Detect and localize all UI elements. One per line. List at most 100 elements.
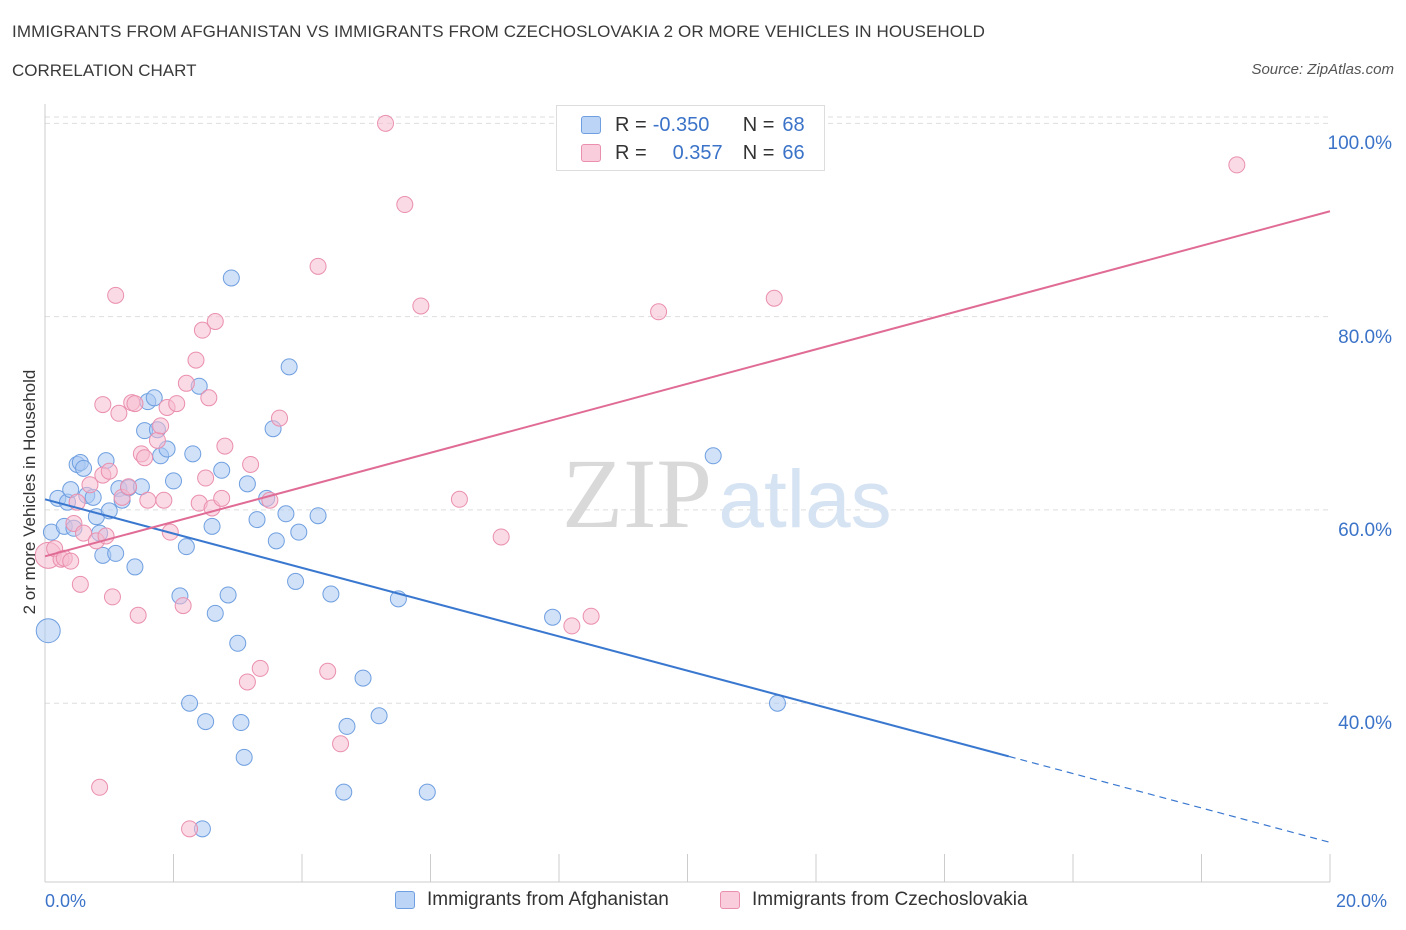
afghanistan-point <box>335 783 353 801</box>
bottom-legend-swatch-pink <box>720 891 740 909</box>
stats-legend: R = -0.350 N = 68 R = 0.357 N = 66 <box>556 105 825 171</box>
afghanistan-point <box>197 713 215 731</box>
czechoslovakia-point <box>152 417 170 435</box>
afghanistan-point <box>235 748 253 766</box>
legend-swatch-pink <box>581 144 601 162</box>
czechoslovakia-point <box>120 478 138 496</box>
czechoslovakia-point <box>271 409 289 427</box>
legend-row-afghanistan: R = -0.350 N = 68 <box>581 112 805 138</box>
afghanistan-point <box>126 558 144 576</box>
czechoslovakia-point <box>139 491 157 509</box>
czechoslovakia-point <box>103 588 121 606</box>
afghanistan-point <box>354 669 372 687</box>
afghanistan-point <box>213 461 231 479</box>
czechoslovakia-point <box>148 431 166 449</box>
czechoslovakia-point <box>238 673 256 691</box>
afghanistan-trend-line <box>44 498 1010 758</box>
czechoslovakia-point <box>206 312 224 330</box>
afghanistan-point <box>277 505 295 523</box>
afghanistan-trend-extension <box>1008 755 1331 843</box>
afghanistan-point <box>287 572 305 590</box>
czechoslovakia-point <box>174 597 192 615</box>
afghanistan-point <box>165 472 182 490</box>
legend-n-label: N = <box>742 141 775 164</box>
legend-n-value: 68 <box>782 113 805 136</box>
trend-lines <box>44 210 1331 843</box>
afghanistan-point <box>544 608 562 626</box>
afghanistan-point <box>206 604 224 622</box>
bottom-legend-swatch-blue <box>395 891 415 909</box>
legend-r-value: 0.357 <box>672 141 723 164</box>
gridlines <box>45 116 1330 704</box>
y-tick-label: 80.0% <box>1338 326 1392 348</box>
czechoslovakia-point <box>91 778 109 796</box>
czechoslovakia-point <box>396 196 414 214</box>
legend-swatch-blue <box>581 116 601 134</box>
y-tick-label: 40.0% <box>1338 713 1392 735</box>
czechoslovakia-point <box>765 289 783 307</box>
czechoslovakia-point <box>62 552 80 570</box>
afghanistan-point <box>280 358 298 376</box>
czechoslovakia-point <box>242 455 260 473</box>
czechoslovakia-point <box>563 617 581 635</box>
bottom-legend-label: Immigrants from Afghanistan <box>427 889 669 910</box>
czechoslovakia-point <box>100 462 118 480</box>
czechoslovakia-trend-line <box>44 210 1331 558</box>
legend-n-label: N = <box>742 113 775 136</box>
x-tick-label-max: 20.0% <box>1336 891 1388 911</box>
czechoslovakia-point <box>75 524 93 542</box>
legend-n-value: 66 <box>782 141 805 164</box>
czechoslovakia-point <box>332 735 350 753</box>
bottom-legend-afghanistan: Immigrants from Afghanistan <box>395 889 669 911</box>
czechoslovakia-point <box>200 389 218 407</box>
afghanistan-point <box>203 517 221 535</box>
bottom-legend-czechoslovakia: Immigrants from Czechoslovakia <box>720 889 1028 911</box>
czechoslovakia-point <box>216 437 234 455</box>
afghanistan-point <box>145 389 163 407</box>
czechoslovakia-point <box>168 395 186 413</box>
czechoslovakia-point <box>213 489 231 507</box>
czechoslovakia-point <box>251 659 269 677</box>
czechoslovakia-point <box>309 257 327 275</box>
y-tick-label: 100.0% <box>1327 133 1392 155</box>
czechoslovakia-point <box>71 575 89 593</box>
czechoslovakia-point <box>187 351 205 369</box>
afghanistan-point <box>309 507 327 525</box>
czechoslovakia-point <box>81 476 99 494</box>
czechoslovakia-point <box>129 606 147 624</box>
afghanistan-point <box>238 475 256 493</box>
legend-r-value: -0.350 <box>652 113 710 136</box>
czechoslovakia-point <box>110 404 128 422</box>
afghanistan-point <box>181 694 199 712</box>
afghanistan-point <box>248 511 266 529</box>
czechoslovakia-point <box>193 321 211 339</box>
chart-title: IMMIGRANTS FROM AFGHANISTAN VS IMMIGRANT… <box>12 22 986 41</box>
czechoslovakia-point <box>492 528 510 546</box>
source-label: Source: ZipAtlas.com <box>1251 61 1394 78</box>
afghanistan-point <box>177 538 195 556</box>
bottom-legend-label: Immigrants from Czechoslovakia <box>752 889 1028 910</box>
afghanistan-point <box>322 585 340 603</box>
afghanistan-point <box>290 523 308 541</box>
afghanistan-point <box>75 459 93 477</box>
chart-subtitle: CORRELATION CHART <box>12 61 197 80</box>
afghanistan-point <box>222 269 240 287</box>
czechoslovakia-point <box>94 396 112 414</box>
czechoslovakia-point <box>197 469 215 487</box>
afghanistan-point <box>229 634 247 652</box>
series-afghanistan-points <box>35 269 786 838</box>
czechoslovakia-point <box>155 491 173 509</box>
czechoslovakia-point <box>177 374 195 392</box>
afghanistan-point <box>768 694 786 712</box>
czechoslovakia-point <box>412 297 430 315</box>
czechoslovakia-point <box>377 114 395 132</box>
czechoslovakia-point <box>136 449 154 467</box>
legend-r-label: R = <box>615 113 647 136</box>
czechoslovakia-point <box>450 490 468 508</box>
afghanistan-point <box>35 618 61 644</box>
czechoslovakia-point <box>650 303 668 321</box>
axes <box>44 104 1331 883</box>
series-czechoslovakia-points <box>34 114 1246 838</box>
czechoslovakia-point <box>107 286 125 304</box>
legend-r-label: R = <box>615 141 647 164</box>
